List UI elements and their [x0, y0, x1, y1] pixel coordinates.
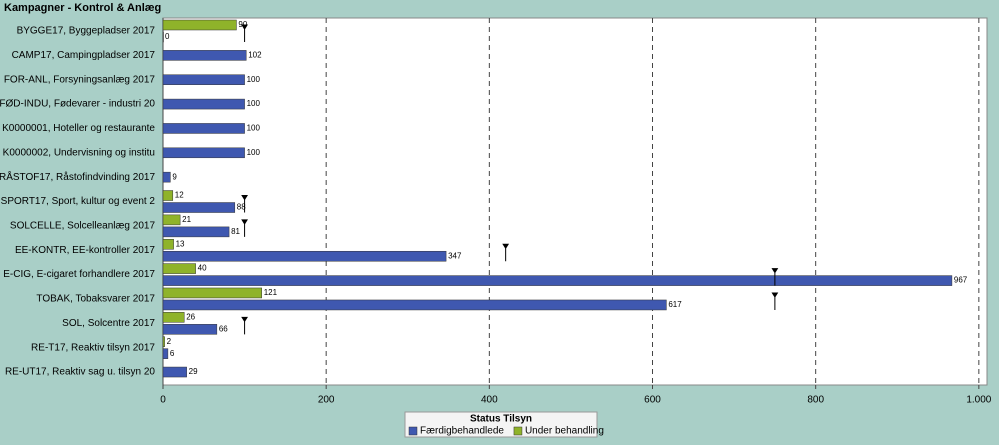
y-tick-label: E-CIG, E-cigaret forhandlere 2017 [3, 269, 155, 280]
bar [162, 287, 262, 299]
y-tick-label: SPORT17, Sport, kultur og event 2 [1, 196, 156, 207]
target-marker [241, 24, 248, 42]
data-label: 2 [167, 337, 172, 346]
legend-swatch [408, 426, 418, 436]
data-label: 81 [231, 227, 240, 236]
x-tick-label: 1.000 [966, 395, 991, 406]
bar [162, 336, 165, 347]
x-tick-label: 0 [160, 395, 166, 406]
bar [162, 31, 164, 43]
bar [162, 263, 196, 274]
bar [162, 275, 953, 286]
x-tick-label: 800 [807, 395, 824, 406]
bar [162, 299, 667, 311]
data-label: 121 [264, 288, 278, 297]
bar [162, 98, 245, 110]
legend-label: Under behandling [525, 426, 604, 437]
data-label: 9 [172, 172, 177, 181]
y-tick-label: SOLCELLE, Solcelleanlæg 2017 [10, 221, 156, 232]
bar [162, 19, 237, 31]
x-tick-label: 400 [481, 395, 498, 406]
data-label: 12 [175, 191, 184, 200]
data-label: 617 [668, 300, 682, 309]
data-label: 88 [237, 203, 246, 212]
y-tick-label: K0000001, Hoteller og restaurante [2, 123, 155, 134]
data-label: 100 [247, 99, 261, 108]
target-marker [241, 219, 248, 237]
data-label: 100 [247, 148, 261, 157]
bar [162, 190, 174, 201]
y-tick-label: RE-T17, Reaktiv tilsyn 2017 [31, 342, 155, 353]
bar [162, 123, 245, 134]
x-tick-label: 600 [644, 395, 661, 406]
data-label: 0 [165, 32, 170, 41]
y-tick-label: BYGGE17, Byggepladser 2017 [17, 26, 156, 37]
target-marker [502, 243, 510, 262]
data-label: 40 [198, 264, 207, 273]
plot-area [162, 17, 988, 386]
y-tick-label: RÅSTOF17, Råstofindvinding 2017 [0, 170, 155, 183]
bar [162, 74, 245, 85]
data-label: 6 [170, 349, 175, 358]
bar [162, 202, 236, 213]
chart-title: Kampagner - Kontrol & Anlæg [4, 2, 161, 14]
data-label: 66 [219, 324, 228, 333]
legend [404, 411, 598, 438]
legend-label: Færdigbehandlede [420, 426, 504, 437]
y-tick-label: TOBAK, Tobaksvarer 2017 [36, 294, 155, 305]
data-label: 102 [248, 50, 262, 59]
bar [162, 312, 185, 323]
y-tick-label: FOR-ANL, Forsyningsanlæg 2017 [4, 74, 156, 85]
data-label: 21 [182, 215, 191, 224]
bar [162, 50, 247, 61]
data-label: 13 [176, 239, 185, 248]
data-label: 100 [247, 124, 261, 133]
legend-swatch [513, 426, 523, 436]
y-tick-label: FØD-INDU, Fødevarer - industri 20 [0, 99, 155, 110]
data-label: 26 [186, 312, 195, 321]
target-marker [241, 195, 248, 213]
y-tick-label: CAMP17, Campingpladser 2017 [12, 50, 156, 61]
legend-title: Status Tilsyn [470, 414, 532, 425]
y-tick-label: RE-UT17, Reaktiv sag u. tilsyn 20 [5, 367, 155, 378]
y-tick-label: SOL, Solcentre 2017 [62, 318, 155, 329]
bar [162, 238, 174, 250]
y-tick-label: K0000002, Undervisning og institu [3, 147, 155, 158]
bar [162, 147, 245, 159]
target-marker [771, 268, 779, 286]
bar [162, 226, 230, 238]
target-marker [771, 292, 779, 310]
data-label: 100 [247, 75, 261, 84]
target-marker [241, 316, 248, 335]
data-label: 967 [954, 276, 968, 285]
data-label: 347 [448, 251, 462, 260]
bar [162, 366, 187, 378]
bar [162, 324, 218, 335]
y-tick-label: EE-KONTR, EE-kontroller 2017 [15, 245, 155, 256]
bar [162, 250, 447, 262]
x-tick-label: 200 [318, 395, 335, 406]
bar [162, 171, 171, 183]
bar [162, 214, 181, 226]
bar [162, 348, 169, 359]
data-label: 29 [189, 367, 198, 376]
